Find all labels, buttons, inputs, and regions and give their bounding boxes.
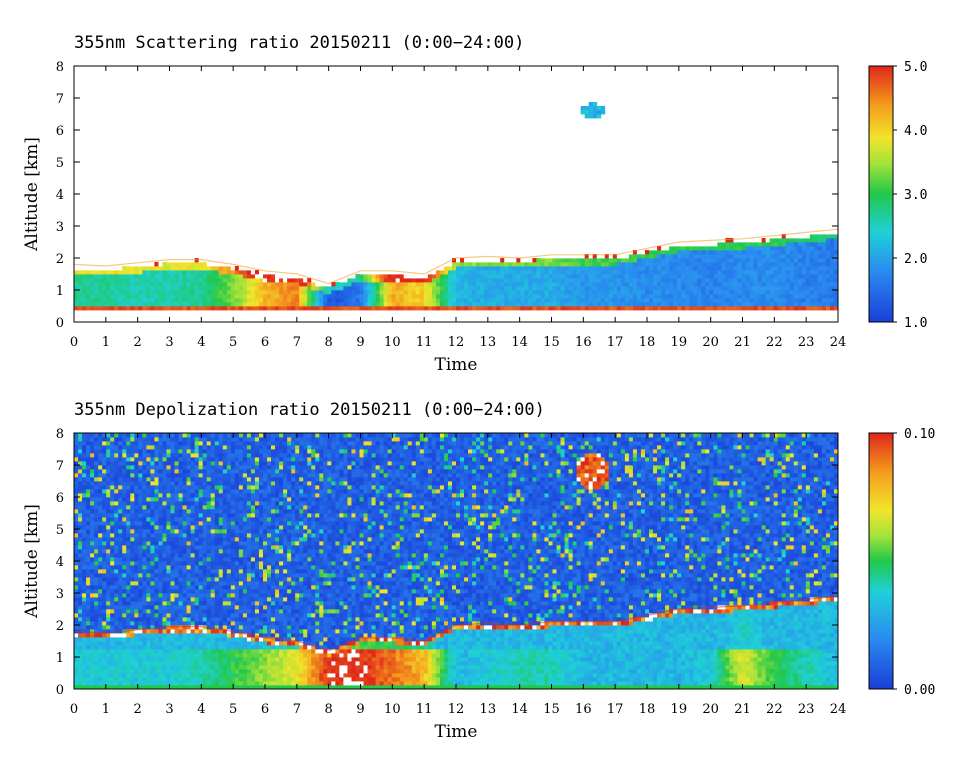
x-tick-label: 11 [416,335,433,350]
y-tick-label: 0 [56,316,64,331]
x-tick-label: 4 [197,702,205,717]
colorbar-tick-label: 3.0 [904,188,927,203]
x-tick-label: 9 [356,335,364,350]
colorbar-tick-label: 0.10 [904,427,935,442]
x-tick-label: 10 [384,702,401,717]
y-tick-label: 5 [56,523,64,538]
x-tick-label: 6 [261,702,269,717]
x-tick-label: 18 [639,335,656,350]
scattering-ratio-panel: 355nm Scattering ratio 20150211 (0:00−24… [22,33,927,375]
chart-title: 355nm Scattering ratio 20150211 (0:00−24… [74,33,524,53]
x-tick-label: 23 [798,335,815,350]
x-tick-label: 3 [165,702,173,717]
y-tick-label: 3 [56,587,64,602]
x-tick-label: 4 [197,335,205,350]
x-tick-label: 24 [830,335,847,350]
x-tick-label: 5 [229,335,237,350]
x-tick-label: 14 [511,335,528,350]
x-tick-label: 9 [356,702,364,717]
x-tick-label: 1 [102,335,110,350]
depolarization-ratio-plot-area [73,433,839,690]
x-tick-label: 5 [229,702,237,717]
axis-ticks: 0 1 2 3 4 5 6 7 8 9 10 11 12 13 14 15 16 17 18 19 20 21 22 23 24… [56,427,847,717]
y-tick-label: 0 [56,683,64,698]
x-tick-label: 21 [734,702,751,717]
colorbar-ticks: 0.00 0.10 [893,427,935,698]
x-tick-label: 23 [798,702,815,717]
colorbar-tick-label: 0.00 [904,683,935,698]
y-tick-label: 8 [56,60,64,75]
x-tick-label: 15 [543,702,560,717]
x-tick-label: 0 [70,335,78,350]
y-axis-title: Altitude [km] [22,504,42,619]
x-tick-label: 14 [511,702,528,717]
x-tick-label: 18 [639,702,656,717]
x-tick-label: 19 [671,702,688,717]
y-tick-label: 2 [56,252,64,267]
x-tick-label: 6 [261,335,269,350]
x-tick-label: 17 [607,702,624,717]
colorbar [868,65,894,323]
axis-ticks: 0 1 2 3 4 5 6 7 8 9 10 11 12 13 14 15 16 17 18 19 20 21 22 23 24… [56,60,847,350]
x-tick-label: 0 [70,702,78,717]
y-tick-label: 8 [56,427,64,442]
x-tick-label: 2 [134,702,142,717]
x-tick-label: 13 [480,335,497,350]
depolarization-ratio-panel: 355nm Depolization ratio 20150211 (0:00−… [22,400,935,742]
x-axis-title: Time [435,722,478,742]
x-tick-label: 1 [102,702,110,717]
y-tick-label: 2 [56,619,64,634]
x-tick-label: 12 [448,702,465,717]
x-tick-label: 22 [766,335,783,350]
colorbar-tick-label: 5.0 [904,60,927,75]
colorbar-tick-label: 4.0 [904,124,927,139]
scattering-ratio-plot-area [73,66,839,322]
x-tick-label: 20 [702,702,719,717]
x-tick-label: 13 [480,702,497,717]
y-tick-label: 7 [56,459,64,474]
boundary-layer-top-line [73,595,839,652]
colorbar [868,432,894,690]
x-tick-label: 15 [543,335,560,350]
x-tick-label: 21 [734,335,751,350]
y-tick-label: 1 [56,284,64,299]
x-tick-label: 7 [293,335,301,350]
y-tick-label: 6 [56,491,64,506]
y-tick-label: 1 [56,651,64,666]
colorbar-tick-label: 1.0 [904,316,927,331]
y-tick-label: 3 [56,220,64,235]
x-tick-label: 8 [325,702,333,717]
y-tick-label: 4 [56,555,64,570]
x-tick-label: 8 [325,335,333,350]
x-tick-label: 24 [830,702,847,717]
y-axis-title: Altitude [km] [22,137,42,252]
y-tick-label: 4 [56,188,64,203]
boundary-layer-top-line [73,228,839,285]
x-tick-label: 20 [702,335,719,350]
colorbar-tick-label: 2.0 [904,252,927,267]
x-tick-label: 7 [293,702,301,717]
y-tick-label: 5 [56,156,64,171]
x-tick-label: 11 [416,702,433,717]
x-axis-title: Time [435,355,478,375]
x-tick-label: 22 [766,702,783,717]
x-tick-label: 10 [384,335,401,350]
x-tick-label: 16 [575,702,592,717]
x-tick-label: 16 [575,335,592,350]
chart-title: 355nm Depolization ratio 20150211 (0:00−… [74,400,545,420]
y-tick-label: 6 [56,124,64,139]
x-tick-label: 12 [448,335,465,350]
x-tick-label: 19 [671,335,688,350]
x-tick-label: 17 [607,335,624,350]
x-tick-label: 2 [134,335,142,350]
x-tick-label: 3 [165,335,173,350]
colorbar-ticks: 1.0 2.0 3.0 4.0 5.0 [893,60,927,331]
y-tick-label: 7 [56,92,64,107]
